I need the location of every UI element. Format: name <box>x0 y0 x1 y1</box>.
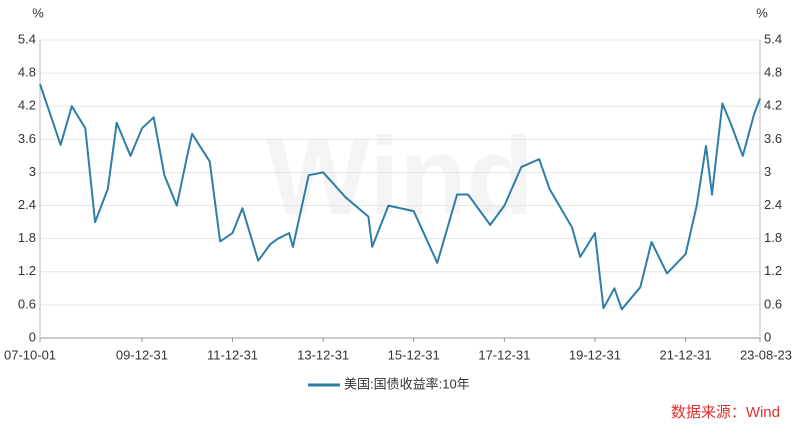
x-tick-label: 11-12-31 <box>207 347 258 362</box>
y-tick-label: 0 <box>29 329 36 344</box>
y2-tick-label: 3.6 <box>764 131 782 146</box>
x-tick-label: 15-12-31 <box>388 347 440 362</box>
y2-unit: % <box>756 5 768 20</box>
y2-tick-label: 0.6 <box>764 296 782 311</box>
x-tick-label: 09-12-31 <box>116 347 168 362</box>
x-tick-label: 21-12-31 <box>660 347 712 362</box>
x-tick-label: 07-10-01 <box>4 347 56 362</box>
y-tick-label: 5.4 <box>18 31 36 46</box>
y2-tick-label: 4.8 <box>764 65 782 80</box>
x-tick-label: 17-12-31 <box>478 347 530 362</box>
x-tick-label: 23-08-23 <box>740 347 792 362</box>
y-tick-label: 3 <box>29 164 36 179</box>
y-tick-label: 2.4 <box>18 197 36 212</box>
y2-tick-label: 1.8 <box>764 230 782 245</box>
y2-tick-label: 4.2 <box>764 98 782 113</box>
source: 数据来源：Wind <box>671 404 780 421</box>
series-line <box>39 83 761 311</box>
x-tick-label: 13-12-31 <box>297 347 349 362</box>
y-unit: % <box>32 5 44 20</box>
y-tick-label: 0.6 <box>18 296 36 311</box>
y-tick-label: 1.8 <box>18 230 36 245</box>
y2-tick-label: 2.4 <box>764 197 782 212</box>
x-tick-label: 19-12-31 <box>569 347 621 362</box>
y-tick-label: 3.6 <box>18 131 36 146</box>
y2-tick-label: 5.4 <box>764 31 782 46</box>
y2-tick-label: 0 <box>764 329 771 344</box>
watermark: Wind <box>266 115 534 238</box>
y2-tick-label: 1.2 <box>764 263 782 278</box>
y-tick-label: 1.2 <box>18 263 36 278</box>
legend-label: 美国:国债收益率:10年 <box>344 376 470 391</box>
y-tick-label: 4.8 <box>18 65 36 80</box>
y-tick-label: 4.2 <box>18 98 36 113</box>
y2-tick-label: 3 <box>764 164 771 179</box>
